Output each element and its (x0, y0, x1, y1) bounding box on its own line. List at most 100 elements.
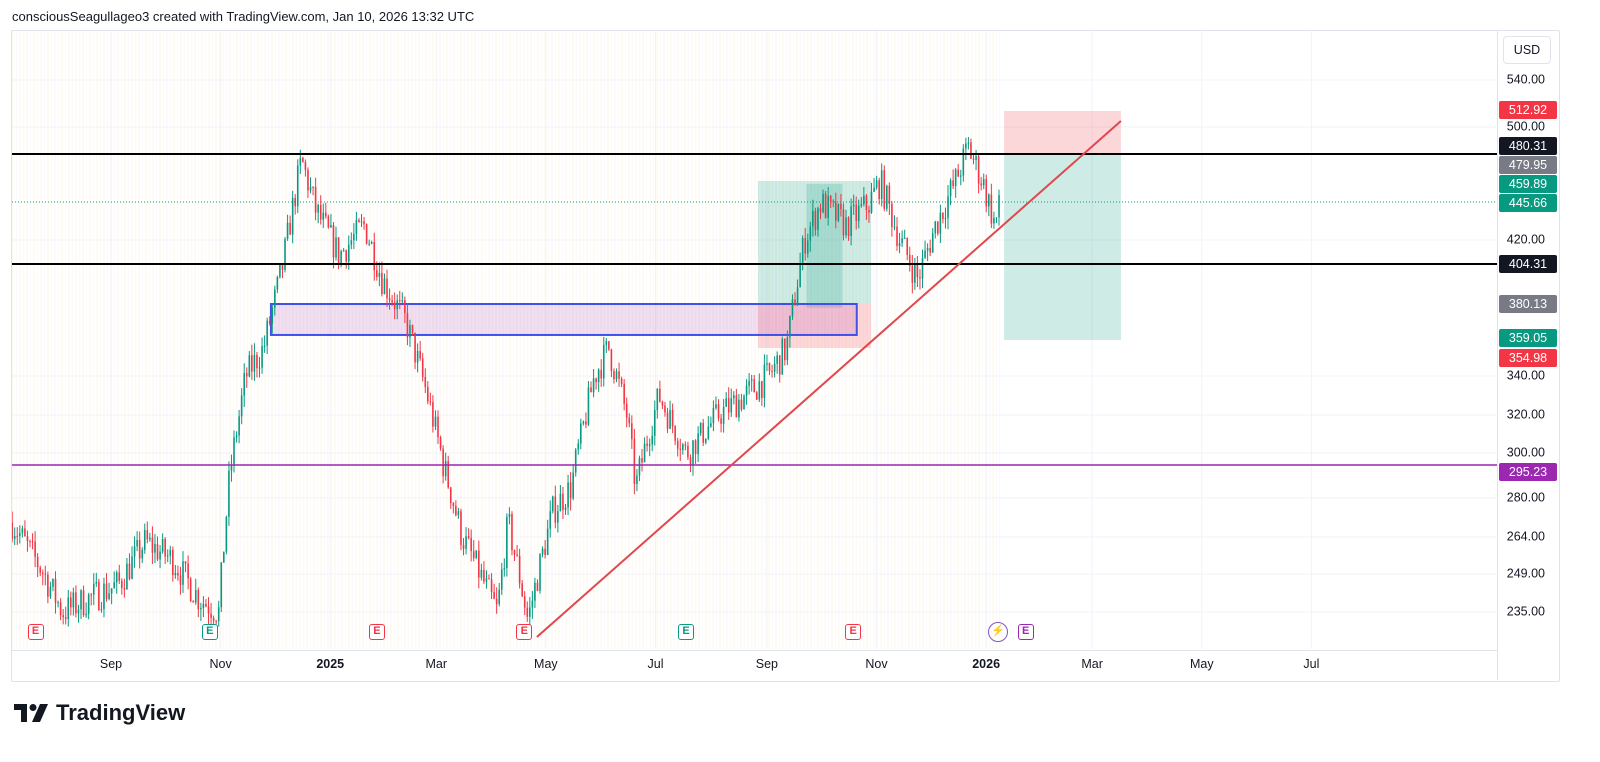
earnings-event-icon[interactable]: E (516, 624, 533, 640)
candle-body (467, 536, 470, 539)
candle-body (980, 183, 982, 186)
candle-body (631, 423, 633, 440)
candle-body (118, 572, 121, 581)
candle-body (299, 157, 302, 166)
candle-body (835, 201, 837, 221)
candle-body (478, 550, 480, 578)
candle-body (235, 435, 238, 438)
earnings-event-icon[interactable]: E (1017, 624, 1034, 640)
tradingview-logo: TradingView (14, 700, 185, 726)
candle-body (669, 409, 671, 429)
candle-body (378, 273, 381, 277)
candle-body (411, 325, 414, 333)
time-tick: 2026 (972, 657, 1001, 671)
candle-body (784, 338, 786, 361)
time-tick: Mar (1081, 657, 1103, 671)
candle-body (332, 225, 335, 258)
candle-body (569, 482, 572, 499)
candle-body (727, 398, 730, 413)
candle-body (98, 581, 100, 611)
logo-text: TradingView (56, 700, 186, 725)
candle-body (544, 548, 546, 555)
candle-body (855, 204, 858, 221)
candle-body (873, 187, 875, 192)
candle-body (404, 300, 406, 314)
candle-body (656, 388, 659, 411)
candle-body (202, 603, 205, 609)
candle-body (947, 196, 949, 218)
currency-button[interactable]: USD (1503, 36, 1551, 64)
candle-body (490, 579, 493, 592)
price-tick: 500.00 (1506, 119, 1545, 134)
candle-body (12, 522, 13, 539)
candle-body (554, 496, 557, 523)
candle-body (194, 590, 197, 603)
candle-body (268, 320, 271, 324)
candle-body (975, 156, 977, 160)
candle-body (590, 387, 592, 393)
candle-body (908, 254, 911, 266)
long-stop-zone (757, 304, 872, 348)
candle-body (36, 556, 39, 568)
candle-body (796, 287, 799, 306)
candle-body (416, 351, 419, 363)
candle-body (462, 545, 465, 549)
candle-body (513, 550, 516, 555)
earnings-event-icon[interactable]: E (368, 624, 385, 640)
price-axis[interactable]: 540.00 500.00 420.00 340.00 320.00 300.00 280.… (1497, 31, 1559, 680)
trendline (536, 120, 1122, 638)
candle-body (274, 289, 276, 308)
candle-body (238, 416, 240, 436)
candle-body (212, 618, 215, 621)
candle-body (896, 226, 898, 247)
candle-body (934, 221, 937, 234)
candle-body (205, 603, 207, 607)
dividend-lightning-icon[interactable]: ⚡ (988, 622, 1008, 642)
candle-body (21, 528, 24, 534)
candle-body (251, 355, 253, 372)
candle-body (636, 475, 638, 484)
candle-body (475, 550, 478, 558)
candle-body (738, 399, 740, 418)
candle-body (388, 298, 391, 301)
earnings-event-icon[interactable]: E (678, 624, 695, 640)
candle-body (498, 589, 501, 604)
earnings-event-icon[interactable]: E (201, 624, 218, 640)
candle-body (309, 186, 312, 191)
candle-body (335, 237, 337, 258)
candle-body (988, 194, 990, 207)
candle-body (898, 243, 901, 247)
time-axis[interactable]: Sep Nov 2025 Mar May Jul Sep Nov 2026 Mar May Jul (12, 650, 1497, 681)
candle-body (592, 378, 595, 393)
candle-body (549, 511, 552, 529)
long-filled-zone (806, 183, 843, 308)
candle-body (276, 277, 279, 290)
chart-svg (12, 31, 1497, 649)
price-label: 354.98 (1499, 349, 1557, 367)
candle-body (911, 265, 914, 283)
candle-body (427, 386, 429, 402)
candle-body (852, 204, 855, 207)
plot-area[interactable] (12, 31, 1497, 649)
candle-body (916, 263, 919, 278)
price-tick: 280.00 (1506, 490, 1545, 505)
candle-body (24, 528, 26, 537)
earnings-event-icon[interactable]: E (27, 624, 44, 640)
candle-body (648, 444, 651, 446)
candle-body (54, 578, 57, 603)
candle-body (704, 438, 707, 443)
candle-body (845, 217, 847, 236)
candle-body (694, 440, 697, 455)
candle-body (279, 264, 281, 278)
candle-body (809, 226, 812, 241)
candle-body (67, 597, 70, 620)
candle-body (444, 461, 447, 477)
candle-body (95, 581, 98, 584)
candle-body (939, 212, 942, 234)
earnings-event-icon[interactable]: E (845, 624, 862, 640)
candle-body (296, 165, 299, 207)
candle-body (710, 423, 712, 427)
candle-body (587, 387, 590, 425)
candle-body (534, 582, 536, 601)
candle-body (110, 588, 113, 594)
